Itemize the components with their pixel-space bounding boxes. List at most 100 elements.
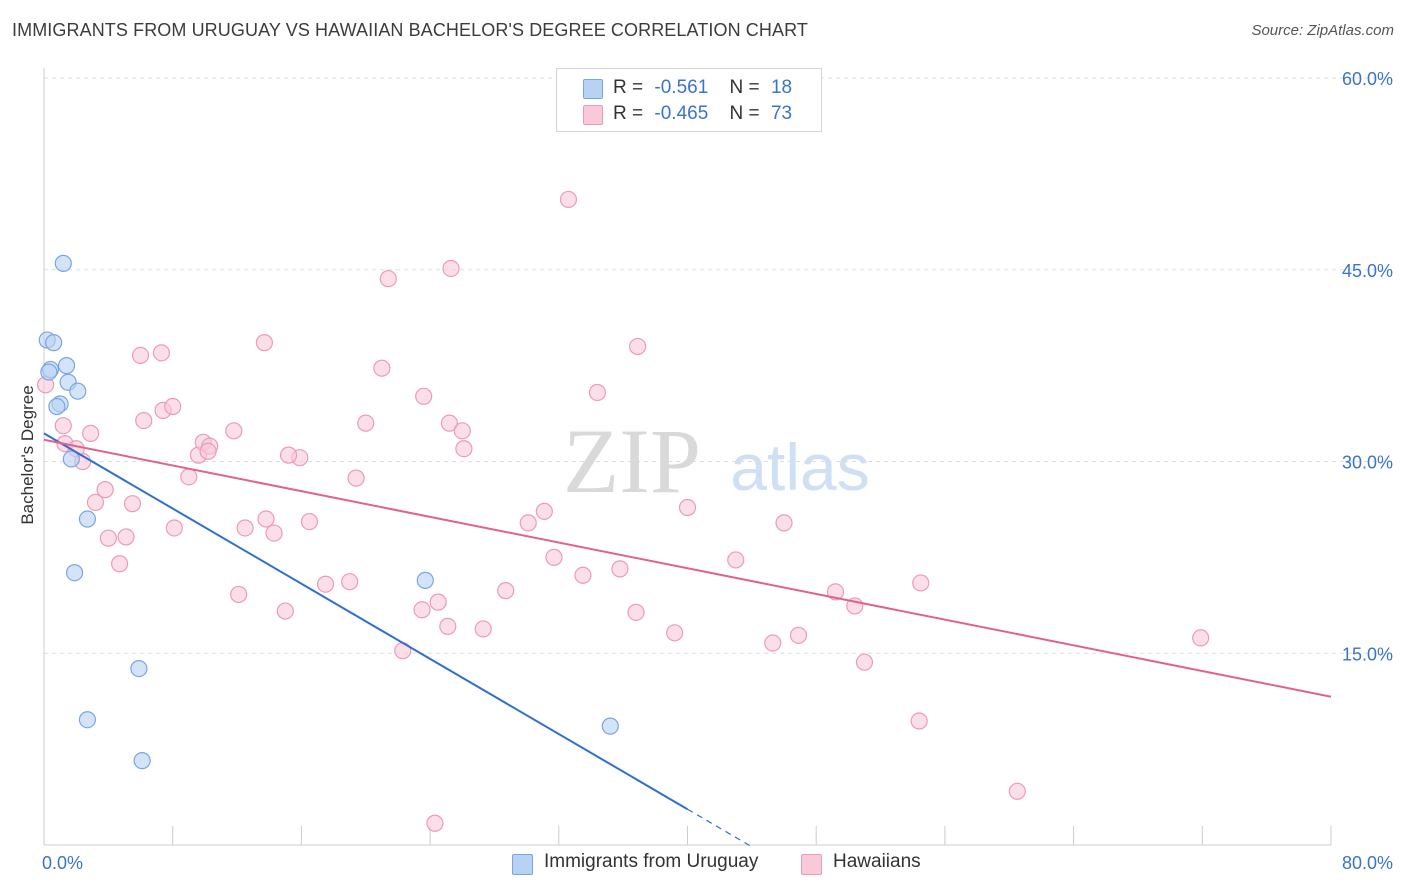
watermark-zip: ZIP [563,410,701,512]
hawaiian-point [316,575,335,593]
uruguay-point [601,717,619,735]
trend-lines [43,432,1332,848]
uruguay-point [69,382,87,400]
hawaiian-point [910,712,928,730]
hawaiian-point [912,574,930,592]
uruguay-point [45,334,63,352]
hawaiian-point [82,424,100,442]
hawaiian-point [775,514,793,532]
hawaiian-point [123,495,142,513]
hawaiian-point [99,529,117,547]
hawaiian-point [255,334,273,352]
hawaiian-point [474,620,492,638]
hawaiian-point [379,270,397,288]
hawaiian-point [455,440,473,458]
hawaiian-trend-line [43,438,1332,698]
uruguay-point [130,659,148,678]
n-value: 18 [770,77,793,98]
hawaiian-point [855,653,874,671]
y-tick-labels: 15.0% 30.0% 45.0% 60.0% [1342,69,1393,664]
hawaiian-point [111,555,129,573]
hawaiian-point [225,422,243,440]
x-tick-labels: 0.0% 80.0% [42,853,1393,873]
hawaiian-point [357,414,375,432]
uruguay-point [416,571,434,589]
hawaiian-point [764,634,782,652]
hawaiian-point [117,528,135,546]
uruguay-point [40,363,58,381]
hawaiian-point [276,602,294,620]
uruguay-point [65,564,84,582]
hawaiian-point [453,422,471,440]
uruguay-point [78,510,97,528]
watermark-atlas: atlas [730,430,869,504]
hawaiian-point [519,514,537,532]
chart-title: IMMIGRANTS FROM URUGUAY VS HAWAIIAN BACH… [12,20,808,40]
hawaiian-point [341,573,359,591]
hawaiian-point [165,519,183,537]
hawaiian-point [574,566,592,584]
hawaiian-point [199,442,217,460]
hawaiian-point [265,524,283,542]
hawaiian-point [279,446,298,464]
hawaiian-point [535,502,553,520]
hawaiian-point [347,469,365,487]
axes [43,68,1332,846]
hawaiian-point [826,583,845,601]
hawaiian-point [135,411,153,430]
gridlines [44,77,1392,654]
uruguay-trend-line [43,432,689,811]
hawaiian-point [230,585,248,604]
legend-swatch-uruguay [512,854,533,875]
stats-legend: R = -0.561 N = 18 R = -0.465 N = 73 [556,68,822,132]
hawaiian-point [1192,629,1210,647]
hawaiian-point [588,383,607,402]
hawaiian-point [164,397,182,416]
hawaiian-point [236,519,254,537]
legend-swatch-hawaiians [801,854,822,875]
source-credit: Source: ZipAtlas.com [1251,22,1394,39]
hawaiian-point [439,617,457,636]
x-tick-label-max: 80.0% [1342,853,1393,873]
uruguay-point [54,254,72,272]
hawaiian-point [497,582,515,600]
hawaiian-point [429,593,447,611]
legend-label-uruguay: Immigrants from Uruguay [544,851,759,872]
hawaiian-point [666,624,684,642]
hawaiian-point [678,498,697,517]
hawaiian-point [727,551,745,569]
uruguay-point [78,711,97,729]
hawaiian-point [789,626,808,644]
r-label: R = [613,77,644,98]
r-value: -0.465 [654,103,709,124]
y-tick-label: 60.0% [1342,69,1393,89]
uruguay-point [48,397,66,416]
r-value: -0.561 [654,77,709,98]
uruguay-point [133,752,151,770]
n-value: 73 [770,103,793,124]
x-tick-label-min: 0.0% [42,853,83,873]
hawaiian-point [629,337,647,356]
hawaiian-point [1008,782,1026,800]
hawaiian-point [559,190,578,209]
watermark: ZIP atlas [563,410,870,512]
hawaiian-point [54,417,72,435]
y-tick-label: 45.0% [1342,261,1393,281]
hawaiian-point [96,481,114,499]
hawaiian-point [415,387,433,405]
n-label: N = [729,77,760,98]
data-points [37,190,1210,832]
legend-label-hawaiians: Hawaiians [833,851,921,872]
n-label: N = [729,103,760,124]
hawaiian-point [180,468,198,486]
hawaiian-point [257,510,275,528]
y-tick-label: 30.0% [1342,453,1393,473]
y-tick-label: 15.0% [1342,644,1393,664]
hawaiian-point [131,346,150,364]
uruguay-swatch [583,79,603,99]
hawaiian-point [86,493,105,512]
hawaiian-point [413,601,431,619]
uruguay-point [57,357,76,375]
hawaiian-point [440,414,459,432]
